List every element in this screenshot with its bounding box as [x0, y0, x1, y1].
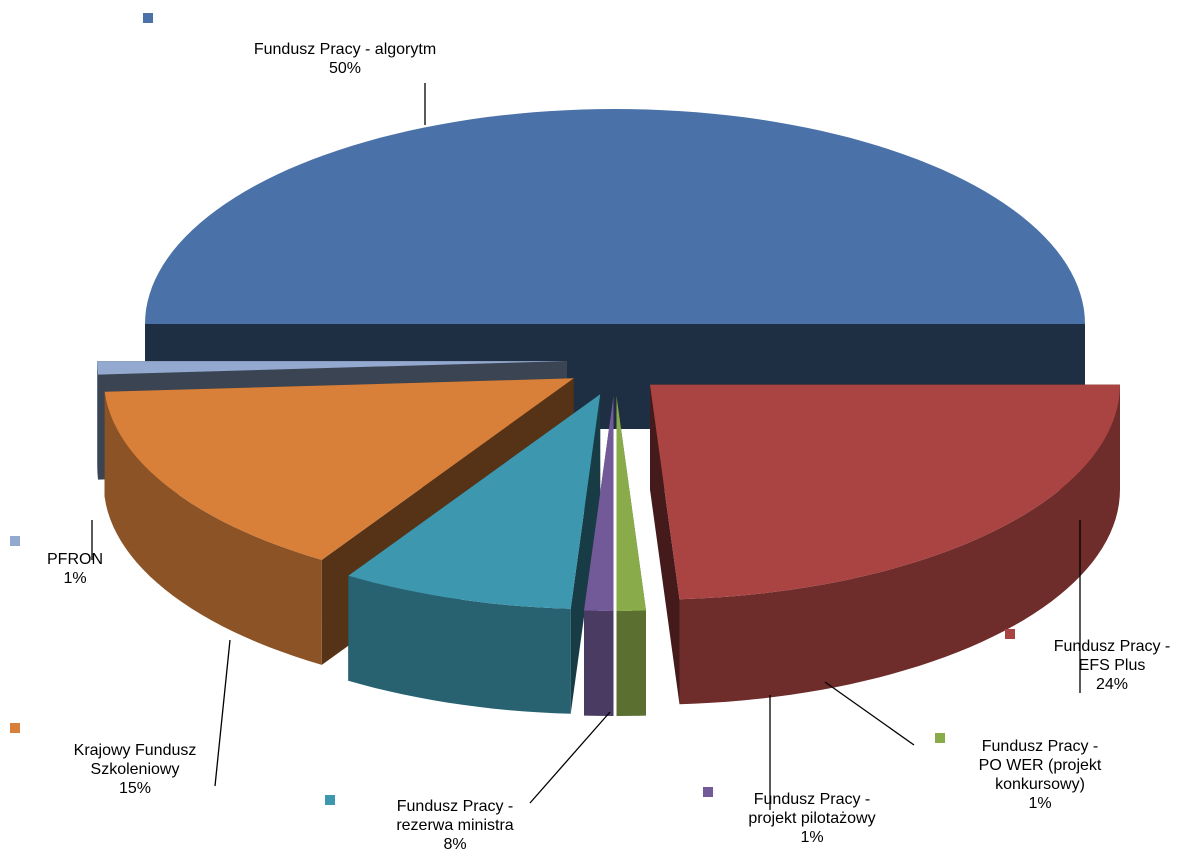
slice-side	[679, 384, 1120, 705]
legend-marker	[143, 13, 153, 23]
category-label: Krajowy Fundusz Szkoleniowy	[73, 742, 197, 778]
slice	[97, 361, 567, 375]
legend-marker	[325, 795, 335, 805]
slice	[650, 384, 1120, 600]
legend-marker	[935, 733, 945, 743]
category-label: Fundusz Pracy - PO WER (projekt konkurso…	[978, 738, 1102, 793]
data-label: Fundusz Pracy - algorytm 50%	[195, 40, 495, 78]
leader-line	[529, 711, 611, 804]
data-label: Fundusz Pracy - projekt pilotażowy 1%	[737, 790, 887, 847]
slice-side	[348, 575, 571, 714]
category-label: Fundusz Pracy - rezerwa ministra	[396, 798, 514, 834]
data-label: Fundusz Pracy - EFS Plus 24%	[1042, 637, 1182, 694]
slice-side	[584, 610, 614, 716]
legend-marker	[703, 787, 713, 797]
value-label: 15%	[118, 780, 152, 797]
legend-marker	[10, 723, 20, 733]
value-label: 8%	[443, 836, 467, 853]
category-label: Fundusz Pracy - algorytm	[253, 41, 437, 58]
value-label: 1%	[63, 570, 87, 587]
value-label: 50%	[328, 60, 362, 77]
slice	[616, 396, 646, 716]
slice	[584, 396, 614, 611]
slice	[104, 378, 574, 560]
slice	[145, 109, 1085, 324]
slice	[348, 394, 601, 714]
category-label: Fundusz Pracy - projekt pilotażowy	[748, 791, 876, 827]
value-label: 1%	[800, 829, 824, 846]
category-label: PFRON	[47, 551, 103, 568]
slice-cut-face	[650, 384, 680, 705]
data-label: Krajowy Fundusz Szkoleniowy 15%	[63, 741, 208, 798]
legend-marker	[1005, 629, 1015, 639]
data-label: Fundusz Pracy - rezerwa ministra 8%	[380, 797, 530, 854]
slice	[348, 394, 601, 609]
legend-marker	[10, 536, 20, 546]
value-label: 24%	[1095, 676, 1129, 693]
data-label: PFRON 1%	[35, 550, 115, 588]
slice-side	[97, 361, 98, 480]
value-label: 1%	[1028, 795, 1052, 812]
leader-line	[824, 681, 915, 746]
slice	[584, 396, 614, 716]
leader-line	[214, 639, 231, 787]
slice-side	[616, 610, 646, 716]
slice-side	[104, 391, 322, 665]
data-label: Fundusz Pracy - PO WER (projekt konkurso…	[973, 737, 1108, 813]
slice	[650, 384, 1120, 705]
slice	[616, 396, 646, 611]
category-label: Fundusz Pracy - EFS Plus	[1053, 638, 1171, 674]
